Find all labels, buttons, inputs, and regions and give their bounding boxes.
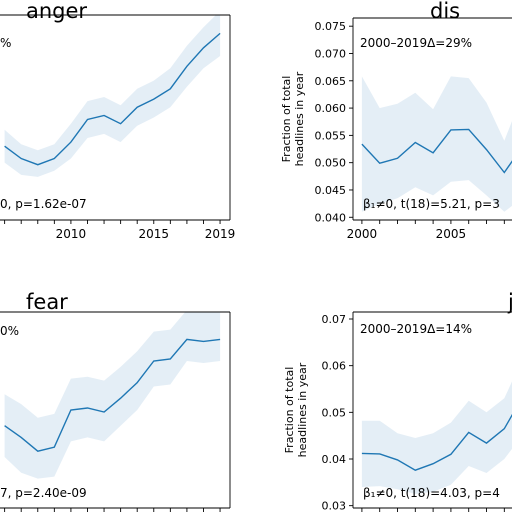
confidence-band: [4, 15, 221, 177]
series-line: [361, 413, 512, 471]
panel-dis: 2000 2005 0.040 0.045 0.050 0.055 0.060 0.065 0.…: [280, 0, 512, 241]
annotation-change: 2000–2019Δ=14%: [360, 322, 472, 336]
panel-j: 0.03 0.04 0.05 0.06 0.07 Fraction of total hea…: [283, 290, 512, 512]
y-tick-label: 0.050: [315, 157, 347, 170]
y-tick-label: 0.04: [322, 453, 347, 466]
series-line: [4, 338, 221, 452]
annotation-change: 0%: [0, 324, 19, 338]
annotation-stat: β₁≠0, t(18)=4.03, p=4: [363, 486, 500, 500]
y-axis-label: headlines in year: [293, 71, 306, 166]
y-tick-label: 0.07: [322, 313, 347, 326]
series-line: [4, 32, 221, 166]
x-tick-label: 2000: [347, 227, 378, 241]
chart-title: dis: [430, 0, 460, 23]
y-axis-label: Fraction of total: [283, 367, 296, 454]
annotation-change: 2000–2019Δ=29%: [360, 36, 472, 50]
y-tick-label: 0.045: [315, 184, 347, 197]
confidence-band: [4, 312, 221, 479]
annotation-stat: 7, p=2.40e-09: [0, 486, 87, 500]
y-axis-label: Fraction of total: [280, 76, 293, 163]
panel-anger: 2010 2015 2019 anger% 0, p=1.62e-07: [0, 0, 235, 241]
x-tick-label: 2015: [138, 227, 169, 241]
chart-title: j: [507, 290, 512, 314]
y-tick-label: 0.075: [315, 20, 347, 33]
annotation-stat: β₁≠0, t(18)=5.21, p=3: [363, 197, 500, 211]
y-tick-label: 0.060: [315, 102, 347, 115]
x-tick-label: 2010: [56, 227, 87, 241]
chart-title: fear: [26, 290, 68, 314]
annotation-change: %: [0, 36, 11, 50]
chart-title: anger: [26, 0, 87, 23]
y-tick-label: 0.055: [315, 129, 347, 142]
x-tick-label: 2019: [205, 227, 236, 241]
y-tick-label: 0.06: [322, 360, 347, 373]
series-line: [361, 128, 512, 174]
y-tick-label: 0.040: [315, 211, 347, 224]
annotation-stat: 0, p=1.62e-07: [0, 197, 87, 211]
y-tick-label: 0.05: [322, 406, 347, 419]
y-tick-label: 0.065: [315, 75, 347, 88]
confidence-band: [361, 381, 512, 494]
y-tick-label: 0.070: [315, 47, 347, 60]
x-tick-label: 2005: [436, 227, 467, 241]
y-axis-label: headlines in year: [296, 362, 309, 457]
y-tick-label: 0.03: [322, 500, 347, 512]
confidence-band: [361, 76, 512, 212]
panel-fear: fear 0% 7, p=2.40e-09: [0, 290, 231, 512]
